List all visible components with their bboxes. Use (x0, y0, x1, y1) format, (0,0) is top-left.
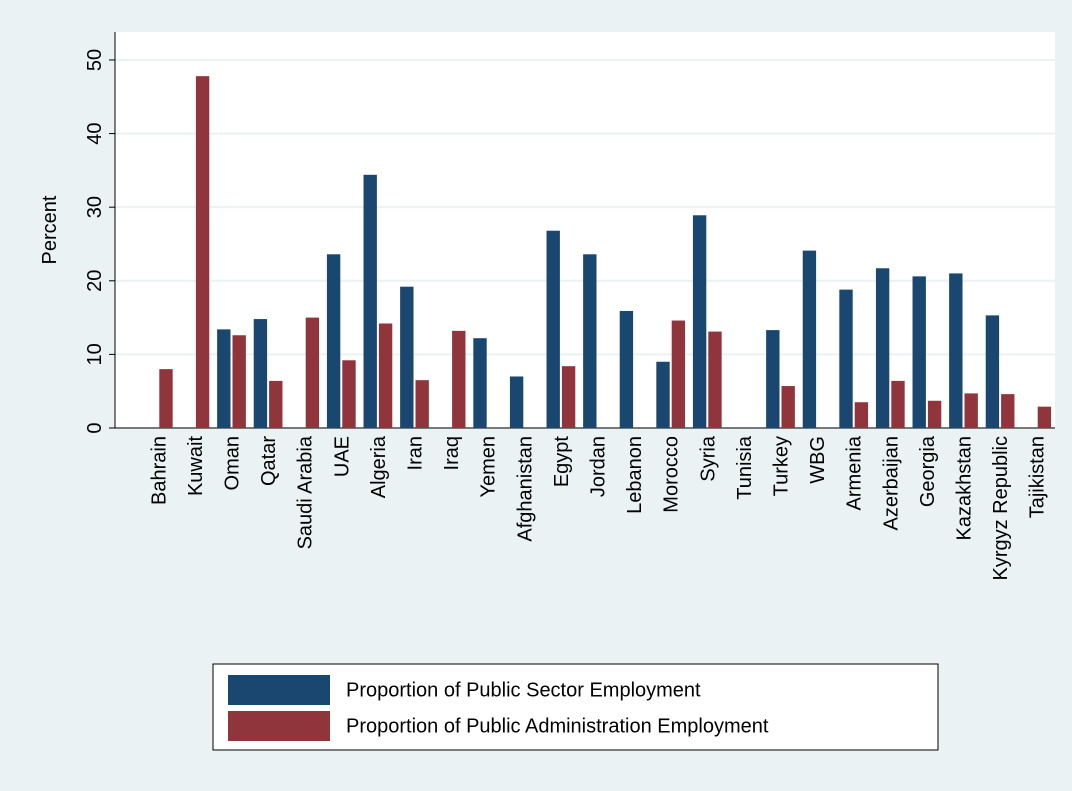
bar (253, 319, 268, 428)
bar (509, 376, 524, 428)
bar (326, 254, 341, 428)
bar (195, 76, 210, 428)
x-tick-label: Kyrgyz Republic (990, 436, 1012, 581)
bar (619, 310, 634, 428)
x-tick-label: Algeria (368, 435, 390, 498)
bar (452, 330, 466, 428)
x-tick-label: Georgia (917, 435, 939, 507)
x-tick-label: Tunisia (734, 435, 756, 500)
x-tick-label: WBG (807, 436, 829, 484)
bar (305, 317, 320, 428)
bar (692, 215, 707, 428)
x-tick-label: Qatar (258, 436, 280, 486)
x-tick-label: UAE (331, 436, 353, 477)
bar (473, 338, 487, 428)
bar (378, 323, 393, 428)
x-tick-label: Azerbaijan (880, 436, 902, 531)
y-axis-label: Percent (39, 195, 61, 264)
y-tick-label: 0 (84, 422, 106, 433)
bar (671, 320, 686, 428)
bar (854, 402, 869, 428)
y-tick-label: 50 (84, 49, 106, 71)
y-tick-label: 10 (84, 343, 106, 365)
x-tick-label: Yemen (478, 436, 500, 498)
x-tick-label: Iraq (441, 436, 463, 470)
bar (1037, 406, 1052, 428)
bar (415, 380, 429, 428)
x-tick-label: Armenia (844, 435, 866, 510)
bar (708, 331, 722, 428)
x-tick-label: Syria (697, 435, 719, 481)
bar (656, 361, 670, 428)
bar (217, 329, 231, 428)
y-tick-label: 20 (84, 270, 106, 292)
x-tick-label: Iran (405, 436, 427, 470)
x-tick-label: Egypt (551, 436, 573, 488)
bar (159, 369, 173, 428)
bar (546, 230, 560, 428)
legend-label: Proportion of Public Administration Empl… (346, 715, 769, 737)
bar (839, 289, 853, 428)
y-tick-label: 40 (84, 122, 106, 144)
bar (964, 393, 978, 428)
x-tick-label: Bahrain (148, 436, 170, 505)
legend-swatch (228, 675, 330, 705)
bar (269, 380, 283, 428)
x-tick-label: Oman (222, 436, 244, 490)
bar (781, 386, 795, 428)
legend-swatch (228, 711, 330, 741)
x-tick-label: Turkey (771, 436, 793, 496)
bar (985, 315, 1000, 428)
bar (802, 250, 817, 428)
bar (949, 273, 963, 428)
legend-label: Proportion of Public Sector Employment (346, 679, 701, 701)
x-tick-label: Jordan (588, 436, 610, 497)
bar (875, 268, 890, 428)
x-tick-label: Saudi Arabia (295, 435, 317, 549)
x-tick-label: Kazakhstan (954, 436, 976, 541)
bar (232, 335, 246, 428)
bar (363, 174, 377, 428)
x-tick-label: Kuwait (185, 436, 207, 496)
legend (212, 663, 939, 751)
x-tick-label: Tajikistan (1027, 436, 1049, 518)
bar (400, 286, 414, 428)
bar (927, 400, 942, 428)
bar (912, 276, 926, 428)
bar (891, 380, 905, 428)
bar (583, 254, 597, 428)
x-tick-label: Lebanon (624, 436, 646, 514)
bar (766, 330, 780, 428)
x-tick-label: Morocco (661, 436, 683, 513)
bar (1001, 394, 1015, 428)
bar (561, 366, 576, 428)
x-tick-label: Afghanistan (514, 436, 536, 542)
y-tick-label: 30 (84, 196, 106, 218)
bar (342, 360, 356, 428)
